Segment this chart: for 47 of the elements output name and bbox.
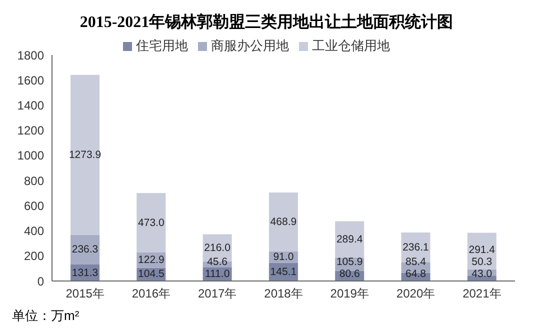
data-label: 85.4: [406, 256, 426, 268]
data-label: 45.6: [207, 256, 228, 268]
data-label: 111.0: [204, 268, 230, 280]
data-label: 1273.9: [68, 148, 102, 161]
data-label: 236.1: [402, 241, 430, 254]
y-tick-label: 1200: [17, 124, 44, 138]
data-label: 50.3: [472, 256, 492, 268]
chart-title: 2015-2021年锡林郭勒盟三类用地出让土地面积统计图: [78, 12, 454, 33]
x-tick-label: 2021年: [462, 286, 502, 301]
data-label: 468.9: [270, 216, 297, 228]
data-label: 64.8: [406, 268, 426, 280]
legend-label: 住宅用地: [136, 38, 188, 53]
legend-label: 商服办公用地: [211, 38, 289, 53]
x-tick-label: 2019年: [330, 286, 369, 301]
data-label: 80.6: [339, 268, 360, 280]
bar: [268, 192, 298, 252]
data-label: 122.9: [138, 254, 164, 266]
data-label: 91.0: [273, 251, 294, 264]
data-label: 473.0: [138, 216, 164, 229]
x-tick-label: 2020年: [396, 286, 436, 301]
y-tick-label: 400: [24, 224, 44, 238]
legend-label: 工业仓储用地: [312, 38, 390, 53]
data-label: 131.3: [72, 266, 98, 279]
data-label: 289.4: [336, 233, 363, 246]
y-tick-label: 200: [24, 249, 44, 264]
bar: [136, 193, 166, 252]
x-tick-label: 2016年: [132, 286, 171, 301]
y-tick-label: 1800: [17, 48, 44, 62]
y-tick-label: 800: [24, 174, 44, 188]
data-label: 104.5: [138, 268, 164, 280]
data-label: 236.3: [72, 244, 98, 256]
data-label: 291.4: [468, 244, 496, 256]
x-tick-label: 2017年: [198, 286, 237, 301]
x-tick-label: 2018年: [264, 286, 303, 301]
data-label: 43.0: [472, 268, 492, 280]
text: 单位：万m²: [12, 308, 80, 323]
y-tick-label: 1000: [17, 148, 44, 163]
bar: [70, 74, 100, 235]
data-label: 145.1: [270, 266, 297, 278]
y-tick-label: 600: [24, 198, 44, 213]
data-label: 105.9: [336, 256, 363, 268]
x-tick-label: 2015年: [66, 286, 104, 301]
bar: [335, 221, 364, 258]
y-tick-label: 1400: [17, 98, 44, 112]
data-label: 216.0: [204, 242, 231, 254]
y-tick-label: 1600: [17, 73, 44, 88]
y-tick-label: 0: [37, 274, 44, 288]
